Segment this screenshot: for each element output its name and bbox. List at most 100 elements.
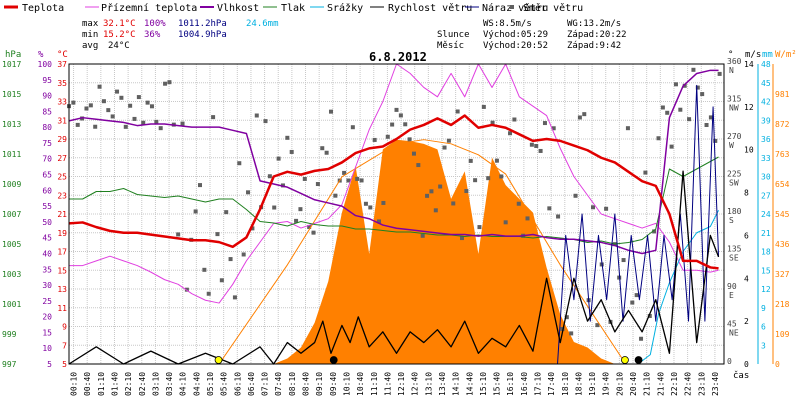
direction-tick-compass: SE (729, 254, 739, 263)
wind-direction-dot (289, 149, 294, 154)
wind-direction-dot (634, 293, 639, 298)
x-tick-label: 13:40 (438, 372, 447, 396)
direction-tick-compass: SW (729, 179, 739, 188)
wind-direction-dot (394, 107, 399, 112)
x-axis-label: čas (733, 370, 749, 381)
x-tick-label: 20:40 (629, 372, 638, 396)
unit-ms: m/s (745, 50, 761, 60)
temperature-tick-label: 23 (57, 191, 67, 200)
wind-direction-dot (101, 99, 106, 104)
wind-direction-dot (276, 156, 281, 161)
wind-direction-dot (294, 218, 299, 223)
wind-direction-dot (652, 229, 657, 234)
series-line-Náraz větru (69, 84, 720, 365)
stat-min-temp: 15.2°C (103, 30, 136, 40)
wind-direction-dot (687, 117, 692, 122)
wind-direction-dot (324, 150, 329, 155)
rain-tick-label: 48 (761, 60, 771, 69)
wind-direction-dot (569, 331, 574, 336)
temperature-tick-label: 11 (57, 304, 67, 313)
wind-direction-dot (329, 109, 333, 114)
wind-tick-label: 10 (744, 146, 754, 155)
stat-max-rain: 24.6mm (246, 19, 279, 29)
wind-direction-dot (298, 207, 303, 212)
temperature-tick-label: 5 (62, 360, 67, 369)
pressure-tick-label: 1001 (2, 300, 21, 309)
humidity-tick-label: 55 (42, 202, 52, 211)
wind-direction-dot (429, 189, 434, 194)
wind-direction-dot (267, 174, 272, 179)
wind-direction-dot (88, 103, 93, 108)
legend-item-rain: Srážky (310, 2, 363, 14)
rain-tick-label: 45 (761, 79, 771, 88)
x-tick-label: 01:40 (110, 372, 119, 396)
x-tick-label: 01:10 (97, 372, 106, 396)
wind-direction-dot (115, 89, 120, 94)
humidity-tick-label: 70 (42, 155, 52, 164)
sunrise-marker (214, 356, 223, 364)
wind-direction-dot (154, 119, 159, 124)
stat-avg-label: avg (82, 41, 98, 51)
sunset-marker (621, 356, 629, 364)
temperature-tick-label: 25 (57, 173, 67, 182)
x-tick-label: 10:40 (356, 372, 365, 396)
wind-direction-dot (656, 136, 661, 141)
unit-wm2: W/m² (775, 50, 797, 60)
unit-mm: mm (762, 50, 773, 60)
direction-tick-compass: W (729, 141, 734, 150)
unit-labels: hPa % °C ° m/s mm W/m² (5, 50, 797, 60)
wind-direction-dot (573, 193, 578, 198)
plot-frame (68, 63, 725, 365)
legend-item-gust: Náraz větru (465, 2, 548, 14)
wind-direction-dot (473, 178, 478, 183)
direction-tick-label: 135 (727, 245, 742, 254)
wind-direction-dot (346, 178, 351, 183)
svg-text:Tlak: Tlak (281, 3, 305, 14)
x-tick-label: 04:10 (179, 372, 188, 396)
temperature-tick-label: 19 (57, 229, 67, 238)
x-tick-label: 22:10 (670, 372, 679, 396)
wind-direction-dot (97, 84, 102, 89)
humidity-tick-label: 60 (42, 186, 52, 195)
x-tick-label: 07:10 (261, 372, 270, 396)
direction-tick-compass: NE (729, 329, 739, 338)
wind-direction-dot (184, 287, 189, 292)
x-tick-label: 23:40 (711, 372, 720, 396)
x-tick-label: 11:40 (383, 372, 392, 396)
rain-tick-label: 18 (761, 248, 771, 257)
wind-direction-dot (669, 144, 674, 149)
series-line-Rychlost větru (68, 170, 720, 365)
humidity-tick-label: 65 (42, 171, 52, 180)
wind-direction-dot (708, 115, 713, 120)
x-tick-label: 08:10 (288, 372, 297, 396)
solar-tick-label: 654 (775, 180, 790, 189)
rain-tick-label: 27 (761, 191, 771, 200)
x-tick-label: 02:10 (124, 372, 133, 396)
direction-tick-compass: N (729, 66, 734, 75)
wind-direction-dot (468, 158, 473, 163)
x-tick-label: 09:40 (329, 372, 338, 396)
wind-direction-dot (158, 126, 163, 131)
wind-direction-dot (149, 104, 154, 109)
wind-direction-dot (350, 125, 355, 130)
wind-direction-dot (285, 135, 290, 140)
wind-direction-dot (700, 92, 705, 97)
wind-direction-dot (145, 100, 150, 105)
series-line-Teoretické záření (218, 139, 627, 365)
wind-direction-dot (713, 138, 718, 143)
pressure-tick-label: 1007 (2, 210, 21, 219)
wind-direction-dot (534, 143, 539, 148)
wind-direction-dot (263, 119, 268, 124)
wind-direction-dot (359, 178, 364, 183)
temperature-tick-label: 21 (57, 210, 67, 219)
wind-direction-dot (71, 100, 76, 105)
sun-rise: Východ:05:29 (483, 30, 548, 40)
wind-direction-dot (538, 148, 543, 153)
x-tick-label: 14:10 (452, 372, 461, 396)
wind-direction-dot (403, 122, 408, 127)
wind-direction-dot (272, 205, 277, 210)
wind-direction-dot (202, 267, 207, 272)
wind-direction-dot (180, 121, 185, 126)
stat-min-press: 1004.9hPa (178, 30, 227, 40)
